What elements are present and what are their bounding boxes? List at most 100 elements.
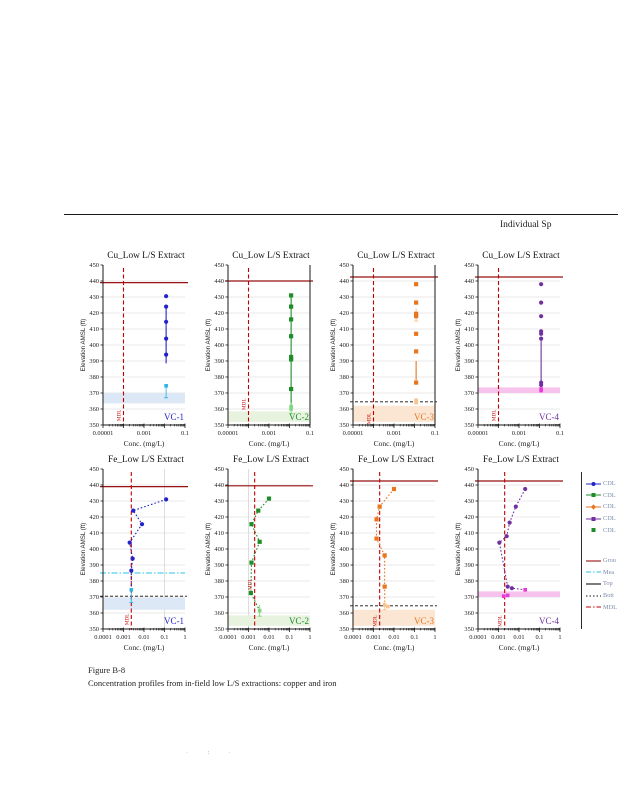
svg-text:VC-3: VC-3 xyxy=(414,412,434,422)
svg-text:390: 390 xyxy=(89,562,99,569)
svg-text:360: 360 xyxy=(339,406,349,413)
svg-text:410: 410 xyxy=(89,530,99,537)
svg-text:410: 410 xyxy=(89,326,99,333)
svg-text:Conc. (mg/L): Conc. (mg/L) xyxy=(124,643,165,652)
chart-svg: 350 360 370 380 390 400 410 420 430 440 450 0.00001… xyxy=(80,251,189,448)
svg-text:1: 1 xyxy=(558,634,561,641)
svg-text:390: 390 xyxy=(464,358,474,365)
svg-text:430: 430 xyxy=(214,498,224,505)
svg-text:Elevation AMSL (ft): Elevation AMSL (ft) xyxy=(80,523,87,576)
legend-refline-3: Bott xyxy=(586,590,618,602)
svg-text:MDL: MDL xyxy=(367,413,373,425)
figure-number: Figure B-8 xyxy=(88,665,126,675)
svg-text:Conc. (mg/L): Conc. (mg/L) xyxy=(499,439,540,448)
svg-text:Fe_Low L/S Extract: Fe_Low L/S Extract xyxy=(108,455,184,465)
svg-text:Cu_Low L/S Extract: Cu_Low L/S Extract xyxy=(357,251,435,261)
svg-text:430: 430 xyxy=(464,498,474,505)
legend-label: CDL xyxy=(603,526,616,534)
svg-text:350: 350 xyxy=(214,422,224,429)
chart-cu-vc4: 350 360 370 380 390 400 410 420 430 440 450 0.00001… xyxy=(453,248,578,453)
legend-refline-1: Mea xyxy=(586,567,618,579)
svg-text:Elevation AMSL (ft): Elevation AMSL (ft) xyxy=(205,319,212,372)
chart-fe-vc1: 350 360 370 380 390 400 410 420 430 440 450 0.0001 0… xyxy=(78,452,203,657)
svg-text:390: 390 xyxy=(339,358,349,365)
legend-sample xyxy=(591,528,596,533)
svg-text:370: 370 xyxy=(339,390,349,397)
svg-text:430: 430 xyxy=(339,294,349,301)
legend-label: CDL xyxy=(603,503,616,511)
svg-text:0.001: 0.001 xyxy=(241,634,255,641)
svg-text:350: 350 xyxy=(464,626,474,633)
svg-text:Elevation AMSL (ft): Elevation AMSL (ft) xyxy=(330,523,337,576)
svg-text:0.001: 0.001 xyxy=(512,430,526,437)
svg-text:440: 440 xyxy=(464,482,474,489)
svg-text:370: 370 xyxy=(89,594,99,601)
svg-text:380: 380 xyxy=(214,578,224,585)
svg-text:0.001: 0.001 xyxy=(491,634,505,641)
svg-text:0.1: 0.1 xyxy=(181,430,189,437)
svg-text:0.1: 0.1 xyxy=(161,634,169,641)
svg-text:0.1: 0.1 xyxy=(431,430,439,437)
svg-text:VC-2: VC-2 xyxy=(289,412,309,422)
svg-text:Fe_Low L/S Extract: Fe_Low L/S Extract xyxy=(483,455,559,465)
svg-text:360: 360 xyxy=(339,610,349,617)
svg-text:Elevation AMSL (ft): Elevation AMSL (ft) xyxy=(80,319,87,372)
svg-text:350: 350 xyxy=(464,422,474,429)
svg-text:360: 360 xyxy=(89,406,99,413)
svg-text:360: 360 xyxy=(464,406,474,413)
svg-text:0.01: 0.01 xyxy=(513,634,524,641)
svg-text:Cu_Low L/S Extract: Cu_Low L/S Extract xyxy=(232,251,310,261)
svg-text:410: 410 xyxy=(214,530,224,537)
svg-text:Conc. (mg/L): Conc. (mg/L) xyxy=(124,439,165,448)
chart-fe-vc2: 350 360 370 380 390 400 410 420 430 440 450 0.0001 0… xyxy=(203,452,328,657)
svg-text:450: 450 xyxy=(89,466,99,473)
svg-text:380: 380 xyxy=(339,578,349,585)
svg-text:MDL: MDL xyxy=(373,615,379,627)
svg-text:420: 420 xyxy=(464,514,474,521)
svg-text:MDL: MDL xyxy=(498,615,504,627)
svg-text:Conc. (mg/L): Conc. (mg/L) xyxy=(249,643,290,652)
svg-text:0.00001: 0.00001 xyxy=(218,430,239,437)
chart-svg: 350 360 370 380 390 400 410 420 430 440 450 0.00001… xyxy=(205,251,314,448)
svg-text:Cu_Low L/S Extract: Cu_Low L/S Extract xyxy=(482,251,560,261)
svg-text:400: 400 xyxy=(464,342,474,349)
svg-text:440: 440 xyxy=(339,482,349,489)
chart-cu-vc3: 350 360 370 380 390 400 410 420 430 440 450 0.00001… xyxy=(328,248,453,453)
svg-text:350: 350 xyxy=(89,422,99,429)
legend-sample xyxy=(586,493,601,498)
svg-text:390: 390 xyxy=(339,562,349,569)
legend-series-1: CDL xyxy=(586,490,618,502)
svg-text:0.001: 0.001 xyxy=(116,634,130,641)
svg-text:Conc. (mg/L): Conc. (mg/L) xyxy=(374,439,415,448)
legend-series-4: CDL xyxy=(586,524,618,536)
svg-text:350: 350 xyxy=(339,422,349,429)
svg-text:MDL: MDL xyxy=(242,398,248,410)
svg-text:0.001: 0.001 xyxy=(366,634,380,641)
svg-text:VC-4: VC-4 xyxy=(539,616,559,626)
svg-text:400: 400 xyxy=(339,342,349,349)
svg-text:0.01: 0.01 xyxy=(138,634,149,641)
svg-text:0.1: 0.1 xyxy=(556,430,564,437)
svg-text:370: 370 xyxy=(339,594,349,601)
svg-text:450: 450 xyxy=(464,262,474,269)
chart-svg: 350 360 370 380 390 400 410 420 430 440 450 0.0001 0… xyxy=(80,455,188,652)
svg-text:390: 390 xyxy=(464,562,474,569)
svg-text:Elevation AMSL (ft): Elevation AMSL (ft) xyxy=(455,319,462,372)
chart-svg: 350 360 370 380 390 400 410 420 430 440 450 0.0001 0… xyxy=(330,455,438,652)
svg-text:VC-4: VC-4 xyxy=(539,412,559,422)
svg-text:1: 1 xyxy=(433,634,436,641)
legend-label: CDL xyxy=(603,491,616,499)
svg-text:360: 360 xyxy=(464,610,474,617)
legend-sample xyxy=(586,606,601,608)
svg-text:1: 1 xyxy=(183,634,186,641)
legend-label: Grou xyxy=(603,557,616,565)
svg-text:Fe_Low L/S Extract: Fe_Low L/S Extract xyxy=(358,455,434,465)
svg-text:Fe_Low L/S Extract: Fe_Low L/S Extract xyxy=(233,455,309,465)
svg-text:0.00001: 0.00001 xyxy=(93,430,114,437)
svg-text:0.00001: 0.00001 xyxy=(343,430,364,437)
svg-text:390: 390 xyxy=(214,562,224,569)
svg-text:0.0001: 0.0001 xyxy=(219,634,237,641)
svg-text:380: 380 xyxy=(214,374,224,381)
svg-text:420: 420 xyxy=(339,310,349,317)
